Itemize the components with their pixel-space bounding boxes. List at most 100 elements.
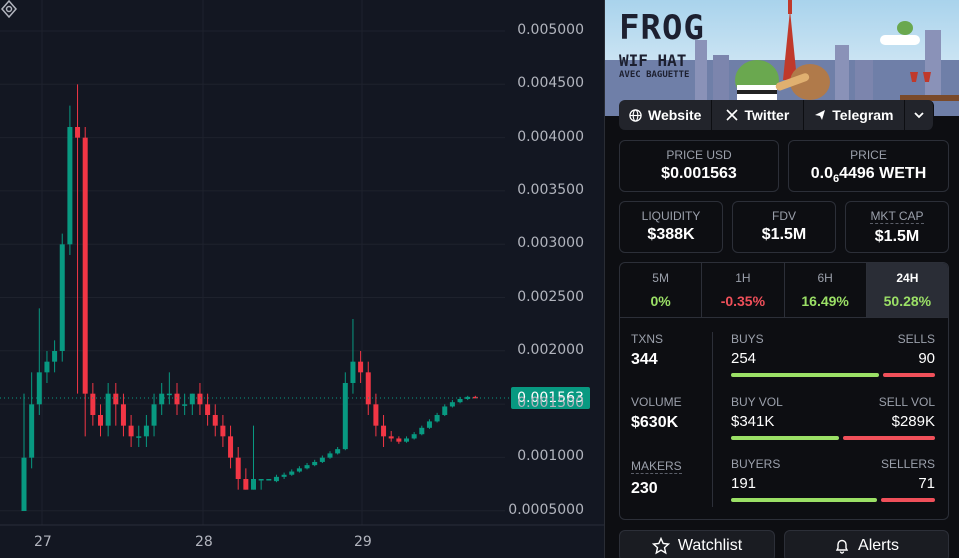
buy-vol-value: $341K — [731, 413, 775, 430]
chevron-down-icon — [913, 112, 924, 119]
candle-body — [381, 425, 387, 437]
candle-body — [21, 457, 27, 511]
candle-body — [281, 474, 287, 477]
price-usd-box: PRICE USD $0.001563 — [619, 140, 779, 192]
fdv-box: FDV $1.5M — [732, 201, 836, 253]
buys-value: 254 — [731, 350, 757, 367]
twitter-link[interactable]: Twitter — [712, 100, 805, 130]
y-tick-label: 0.002500 — [517, 288, 584, 305]
tab-5m-label: 5M — [652, 271, 669, 285]
buys-sells: BUYS SELLS 254 90 — [731, 332, 935, 377]
y-tick-label: 0.004000 — [517, 128, 584, 145]
y-tick-label: 0.001000 — [517, 448, 584, 465]
website-link[interactable]: Website — [619, 100, 713, 130]
candle-body — [220, 425, 226, 437]
txns-stat: TXNS 344 — [631, 332, 663, 369]
volume-value: $630K — [631, 414, 679, 431]
candle-body — [59, 244, 65, 351]
makers-stat: MAKERS 230 — [631, 457, 682, 498]
sell-vol-bar — [843, 436, 935, 440]
candle-body — [472, 396, 478, 399]
bell-icon — [835, 539, 849, 554]
price-native-box: PRICE 0.064496 WETH — [788, 140, 949, 192]
buyers-sellers: BUYERS SELLERS 191 71 — [731, 457, 935, 502]
tab-5m[interactable]: 5M 0% — [620, 263, 703, 317]
candle-body — [465, 396, 471, 399]
price-usd-value: $0.001563 — [661, 165, 737, 182]
price-rest: 4496 WETH — [839, 165, 927, 182]
current-price-tag: 0.001563 — [511, 387, 590, 409]
watchlist-button[interactable]: Watchlist — [619, 530, 775, 558]
buy-vol-bar — [731, 436, 840, 440]
tab-1h[interactable]: 1H -0.35% — [702, 263, 785, 317]
candle-body — [136, 436, 142, 438]
buy-sell-volume: BUY VOL SELL VOL $341K $289K — [731, 395, 935, 440]
token-info-panel: FROG WIF HAT AVEC BAGUETTE Website Twitt… — [604, 0, 959, 558]
banner-line1: FROG — [619, 8, 705, 48]
candle-body — [182, 404, 188, 406]
candle-body — [143, 425, 149, 437]
liquidity-value: $388K — [647, 226, 695, 243]
sell-vol-label: SELL VOL — [878, 395, 935, 409]
candle-body — [128, 425, 134, 437]
candle-body — [434, 415, 440, 422]
candle-body — [120, 404, 126, 426]
candle-body — [189, 393, 195, 405]
candle-body — [266, 479, 272, 481]
candle-body — [312, 461, 318, 466]
fdv-label: FDV — [772, 209, 796, 223]
chart-settings-icon[interactable] — [0, 0, 18, 18]
sellers-label: SELLERS — [880, 457, 935, 471]
price-native-label: PRICE — [850, 148, 887, 162]
candle-body — [44, 361, 50, 373]
mktcap-value: $1.5M — [874, 228, 920, 245]
telegram-icon — [815, 110, 826, 120]
mktcap-box: MKT CAP $1.5M — [845, 201, 949, 253]
candle-body — [335, 449, 341, 454]
candle-body — [197, 393, 203, 405]
buys-bar — [731, 373, 879, 377]
makers-value: 230 — [631, 480, 658, 497]
candle-body — [319, 457, 325, 462]
candle-body — [419, 427, 425, 435]
more-links-button[interactable] — [904, 100, 934, 130]
candle-body — [358, 361, 364, 373]
y-tick-label: 0.0005000 — [508, 501, 584, 518]
candle-body — [365, 372, 371, 405]
alerts-button[interactable]: Alerts — [784, 530, 949, 558]
y-tick-label: 0.002000 — [517, 341, 584, 358]
price-usd-label: PRICE USD — [666, 148, 732, 162]
candle-body — [151, 404, 157, 426]
buy-vol-label: BUY VOL — [731, 395, 783, 409]
candle-body — [350, 361, 356, 383]
telegram-link[interactable]: Telegram — [804, 100, 905, 130]
sellers-value: 71 — [918, 475, 935, 492]
tab-6h[interactable]: 6H 16.49% — [785, 263, 867, 317]
volume-ratio-bar — [731, 436, 935, 440]
candlestick-chart[interactable] — [0, 0, 604, 558]
sells-value: 90 — [918, 350, 935, 367]
banner-line2: WIF HAT — [619, 51, 687, 70]
candle-body — [166, 393, 172, 396]
fdv-value: $1.5M — [761, 226, 807, 243]
tab-24h[interactable]: 24H 50.28% — [866, 263, 948, 317]
price-chart[interactable]: 27 28 29 0.001563 0.005000 0.004500 0.0040… — [0, 0, 604, 558]
tab-24h-label: 24H — [896, 271, 919, 285]
x-tick-28: 28 — [195, 534, 213, 550]
liquidity-label: LIQUIDITY — [641, 209, 701, 223]
volume-label: VOLUME — [631, 395, 682, 409]
mktcap-label: MKT CAP — [870, 209, 924, 224]
globe-icon — [629, 108, 642, 122]
candle-body — [273, 476, 279, 482]
price-native-value: 0.064496 WETH — [789, 165, 948, 185]
candle-body — [373, 404, 379, 426]
candle-body — [36, 372, 42, 405]
candle-body — [90, 393, 96, 415]
candle-body — [113, 393, 119, 405]
tab-24h-value: 50.28% — [883, 293, 932, 309]
tab-1h-value: -0.35% — [720, 293, 766, 309]
volume-stat: VOLUME $630K — [631, 395, 682, 432]
candle-body — [388, 436, 394, 439]
candle-body — [159, 393, 165, 405]
